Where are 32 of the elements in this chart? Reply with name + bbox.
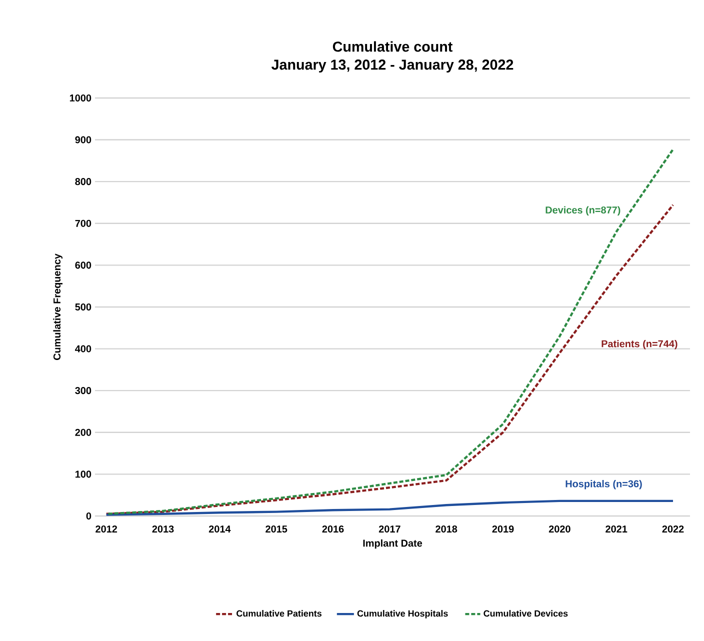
x-tick-label: 2017 [378, 525, 400, 533]
x-tick-label: 2012 [96, 525, 118, 533]
x-tick-label: 2013 [152, 525, 174, 533]
y-tick-label: 800 [75, 178, 92, 186]
x-tick-label: 2018 [436, 525, 458, 533]
x-tick-label: 2015 [266, 525, 288, 533]
annotation: Patients (n=744) [602, 340, 678, 350]
y-tick-label: 100 [75, 470, 92, 478]
y-tick-label: 500 [75, 303, 92, 311]
y-tick-label: 1000 [70, 94, 92, 102]
x-tick-label: 2021 [606, 525, 628, 533]
x-tick-label: 2014 [208, 525, 231, 533]
y-tick-label: 200 [75, 428, 92, 436]
annotation: Devices (n=877) [546, 206, 620, 216]
y-tick-label: 400 [75, 345, 92, 352]
x-axis-title: Implant Date [363, 539, 422, 549]
y-tick-label: 600 [75, 262, 92, 269]
x-tick-label: 2019 [492, 525, 514, 533]
legend-label: Cumulative Devices [484, 610, 568, 617]
y-tick-label: 700 [75, 220, 92, 227]
x-tick-label: 2022 [662, 525, 684, 533]
chart-subtitle: January 13, 2012 - January 28, 2022 [272, 60, 514, 73]
y-tick-label: 300 [75, 387, 92, 394]
annotation: Hospitals (n=36) [566, 480, 642, 490]
y-axis-title: Cumulative Frequency [53, 254, 62, 360]
legend-label: Cumulative Patients [236, 610, 322, 617]
y-tick-label: 0 [86, 512, 92, 520]
chart-title: Cumulative count [332, 41, 452, 52]
legend-label: Cumulative Hospitals [357, 610, 448, 618]
y-tick-label: 900 [75, 136, 92, 144]
x-tick-label: 2020 [548, 525, 570, 533]
x-tick-label: 2016 [322, 525, 344, 533]
